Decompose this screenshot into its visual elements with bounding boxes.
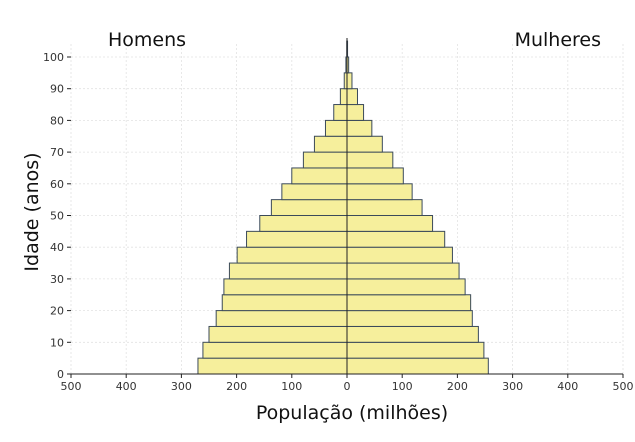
bar-women	[346, 246, 453, 264]
bar-men	[236, 246, 348, 264]
x-ticks: 500 400 300 200 100 0 100 200 300 400 500	[61, 374, 634, 393]
bar-men	[302, 151, 348, 169]
women-label: Mulheres	[515, 29, 601, 51]
bar-women	[346, 119, 373, 137]
bar-men	[259, 215, 348, 232]
y-tick-label: 40	[50, 241, 64, 254]
bar-men	[221, 294, 348, 312]
y-tick-label: 20	[50, 305, 64, 318]
bar-women	[346, 104, 365, 121]
x-tick-label: 500	[61, 380, 82, 393]
y-tick-label: 90	[50, 83, 64, 96]
bar-men	[281, 183, 348, 201]
y-tick-label: 70	[50, 146, 64, 159]
bar-women	[346, 135, 383, 153]
bar-men	[215, 310, 348, 327]
x-tick-label: 200	[226, 380, 247, 393]
y-tick-label: 100	[43, 51, 64, 64]
bar-women	[346, 325, 479, 343]
bar-women	[346, 230, 446, 248]
x-tick-label: 400	[116, 380, 137, 393]
x-tick-label: 500	[613, 380, 634, 393]
y-tick-label: 60	[50, 178, 64, 191]
bar-men	[197, 357, 348, 375]
bar-women	[346, 310, 473, 327]
bar-women	[346, 151, 394, 169]
x-tick-label: 300	[171, 380, 192, 393]
bar-women	[346, 357, 489, 375]
bar-women	[346, 199, 423, 216]
bar-men	[324, 119, 348, 137]
y-ticks: 0 10 20 30 40 50 60 70 80 90 100	[43, 51, 71, 381]
bar-women	[346, 294, 472, 312]
bar-women	[346, 183, 413, 201]
bar-women	[346, 341, 485, 359]
bar-women	[346, 215, 434, 232]
y-tick-label: 0	[57, 368, 64, 381]
y-tick-label: 80	[50, 114, 64, 127]
bar-men	[202, 341, 348, 359]
bar-men	[270, 199, 348, 216]
bar-men	[291, 167, 348, 185]
x-tick-label: 100	[392, 380, 413, 393]
x-tick-label: 200	[447, 380, 468, 393]
bar-women	[346, 72, 353, 90]
y-tick-label: 30	[50, 273, 64, 286]
bar-women	[346, 88, 358, 106]
men-label: Homens	[108, 29, 186, 51]
bars	[197, 40, 489, 375]
bar-women	[346, 262, 460, 280]
y-tick-label: 10	[50, 336, 64, 349]
bar-men	[339, 88, 348, 106]
bar-men	[333, 104, 348, 121]
x-tick-label: 0	[344, 380, 351, 393]
bar-women	[346, 278, 466, 296]
x-axis-title: População (milhões)	[256, 402, 448, 424]
x-tick-label: 100	[281, 380, 302, 393]
x-tick-label: 300	[502, 380, 523, 393]
y-tick-label: 50	[50, 210, 64, 223]
bar-men	[246, 230, 348, 248]
bar-men	[223, 278, 348, 296]
bar-women	[346, 167, 404, 185]
y-axis-title: Idade (anos)	[21, 152, 43, 271]
x-tick-label: 400	[557, 380, 578, 393]
bar-men	[208, 325, 348, 343]
bar-men	[228, 262, 348, 280]
bar-men	[313, 135, 348, 153]
